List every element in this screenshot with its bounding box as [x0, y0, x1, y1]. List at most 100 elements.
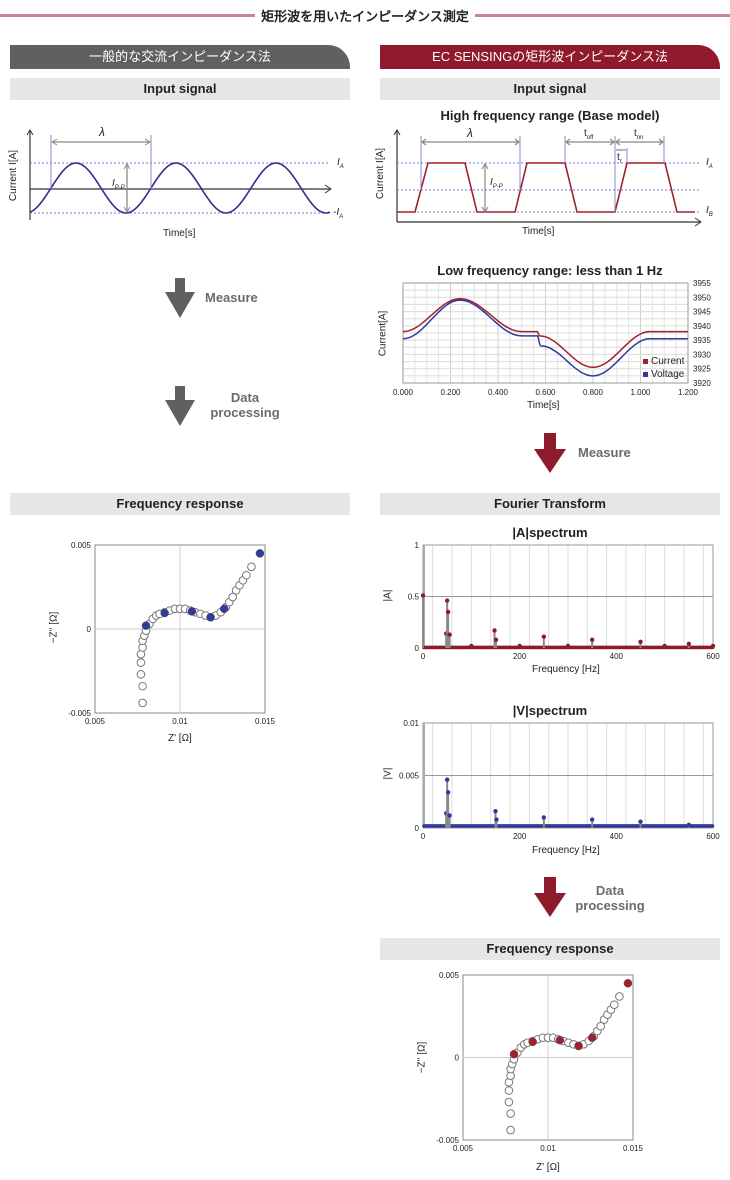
down-arrow-icon: [165, 386, 195, 426]
nyquist-left-ylabel: −Z'' [Ω]: [48, 611, 60, 644]
square-toff: toff: [584, 128, 594, 141]
open-point: [136, 658, 146, 667]
x-tick-label: 0.015: [255, 717, 276, 726]
a-spectrum-ylabel: |A|: [382, 589, 394, 602]
peak-point: [710, 643, 716, 649]
square-ia: IA: [706, 157, 713, 170]
open-point: [596, 1021, 606, 1031]
v-spectrum-title: |V|spectrum: [512, 703, 588, 718]
peak-point: [493, 637, 499, 642]
lowfreq-title: Low frequency range: less than 1 Hz: [437, 263, 663, 278]
x-tick-label: 0.200: [440, 388, 461, 397]
right-freq-bar: Frequency response: [380, 938, 720, 960]
filled-point: [555, 1035, 565, 1045]
left-input-bar: Input signal: [10, 78, 350, 100]
open-point: [247, 562, 256, 572]
a-spectrum-title: |A|spectrum: [512, 525, 588, 540]
peak-point: [638, 819, 643, 824]
peak-point: [517, 643, 522, 649]
filled-point: [509, 1049, 519, 1059]
x-tick-label: 0.000: [393, 388, 414, 397]
series-line-current: [402, 297, 688, 369]
open-point: [504, 1086, 514, 1095]
sine-xlabel: Time[s]: [163, 228, 196, 239]
peak-point: [492, 628, 497, 633]
peak-point: [662, 643, 667, 649]
legend-swatch: [643, 359, 648, 364]
y-tick-label: 0.01: [403, 719, 419, 728]
y-tick-label: 1: [415, 541, 420, 550]
x-tick-label: 0: [421, 652, 426, 661]
down-arrow-icon: [534, 433, 566, 473]
x-tick-label: 0.01: [172, 717, 188, 726]
square-ipp: IP-P: [490, 177, 503, 190]
x-tick-label: 0.800: [583, 388, 604, 397]
y-tick-label: 3920: [693, 379, 711, 388]
down-arrow-icon: [165, 278, 195, 318]
x-tick-label: 400: [610, 832, 624, 841]
x-tick-label: 200: [513, 652, 527, 661]
left-header: 一般的な交流インピーダンス法: [10, 45, 350, 69]
x-tick-label: 600: [706, 832, 720, 841]
left-processing-label: Data processing: [210, 390, 280, 420]
y-tick-label: 0.005: [399, 772, 420, 781]
x-tick-label: 1.000: [630, 388, 651, 397]
peak-point: [589, 637, 595, 642]
filled-point: [160, 608, 169, 618]
filled-point: [587, 1033, 597, 1042]
peak-point: [494, 817, 499, 822]
open-point: [242, 570, 251, 580]
down-arrow-icon: [534, 877, 566, 917]
peak-point: [589, 817, 595, 822]
peak-point: [447, 632, 452, 637]
x-tick-label: 600: [706, 652, 720, 661]
filled-point: [528, 1037, 537, 1047]
x-tick-label: 1.200: [678, 388, 699, 397]
y-tick-label: 3950: [693, 293, 711, 302]
right-measure-label: Measure: [578, 445, 631, 460]
peak-point: [541, 634, 547, 639]
y-tick-label: 3935: [693, 336, 711, 345]
sine-lambda: λ: [99, 125, 105, 139]
y-tick-label: 3925: [693, 365, 711, 374]
peak-point: [686, 641, 692, 647]
open-point: [615, 992, 624, 1001]
open-point: [506, 1109, 515, 1118]
right-input-bar: Input signal: [380, 78, 720, 100]
legend-voltage: Voltage: [643, 369, 684, 380]
right-fourier-bar: Fourier Transform: [380, 493, 720, 515]
peak-point: [420, 593, 426, 598]
y-tick-label: 0.005: [439, 971, 460, 980]
x-tick-label: 0.400: [488, 388, 509, 397]
sine-ia: IA: [337, 157, 344, 170]
x-tick-label: 0.005: [453, 1144, 474, 1153]
peak-point: [638, 639, 643, 645]
left-freq-bar: Frequency response: [10, 493, 350, 515]
page-title: 矩形波を用いたインピーダンス測定: [261, 9, 469, 24]
sine-neg-ia: -IA: [333, 207, 344, 220]
nyquist-right-ylabel: −Z'' [Ω]: [416, 1041, 428, 1074]
filled-point: [206, 612, 215, 622]
open-point: [504, 1097, 514, 1107]
series-line-voltage: [402, 299, 688, 377]
a-spectrum-xlabel: Frequency [Hz]: [532, 664, 600, 675]
open-point: [138, 698, 147, 708]
x-tick-label: 0.005: [85, 717, 106, 726]
y-tick-label: 3940: [693, 322, 711, 331]
peak-point: [493, 809, 498, 814]
peak-point: [447, 813, 452, 818]
y-tick-label: 0: [415, 644, 420, 653]
nyquist-right-xlabel: Z' [Ω]: [536, 1162, 560, 1173]
peak-point: [445, 790, 451, 795]
legend-current: Current: [643, 356, 684, 367]
lowfreq-ylabel: Current[A]: [377, 310, 389, 357]
x-tick-label: 200: [513, 832, 527, 841]
nyquist-left-xlabel: Z' [Ω]: [168, 733, 192, 744]
peak-point: [445, 609, 451, 615]
y-tick-label: 3945: [693, 308, 711, 317]
square-title: High frequency range (Base model): [440, 108, 660, 123]
square-ton: ton: [634, 128, 644, 141]
peak-point: [541, 815, 547, 820]
baseline-point: [710, 824, 715, 828]
